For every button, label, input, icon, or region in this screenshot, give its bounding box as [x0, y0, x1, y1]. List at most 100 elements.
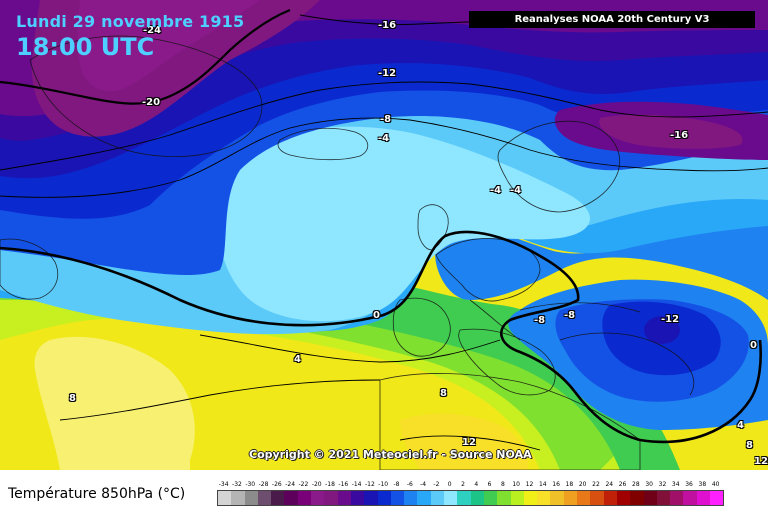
- contour-label: 8: [746, 440, 753, 451]
- scale-swatch: [630, 491, 644, 505]
- contour-label: -4: [378, 133, 390, 144]
- scale-tick-label: 18: [565, 481, 574, 488]
- scale-swatch: [218, 491, 232, 505]
- scale-swatch: [483, 491, 498, 505]
- scale-swatch: [537, 491, 551, 505]
- scale-tick-label: -2: [433, 481, 440, 488]
- scale-tick-label: 34: [671, 481, 680, 488]
- contour-label: 8: [69, 393, 76, 404]
- scale-swatch: [257, 491, 272, 505]
- scale-tick-label: 28: [632, 481, 640, 488]
- scale-swatch: [497, 491, 511, 505]
- sahara-warm-pocket: [400, 413, 529, 470]
- temperature-map: -24 -20 -16 -12 -8 -4 -16 -4 -4 0 4 8 8 …: [0, 0, 768, 470]
- scale-tick-label: -32: [232, 481, 242, 488]
- scale-swatch: [643, 491, 657, 505]
- scale-ticks: -34 -32 -30 -28 -26 -24 -22 -20 -18 -16 -14 -12 -10-…: [217, 480, 724, 490]
- band-0-pool: [216, 126, 590, 322]
- scale-tick-label: -6: [406, 481, 413, 488]
- scale-tick-label: 36: [685, 481, 693, 488]
- scale-tick-label: 4: [474, 481, 479, 488]
- contour-label: 12: [462, 437, 476, 448]
- scale-swatch: [696, 491, 710, 505]
- scale-tick-label: 10: [512, 481, 520, 488]
- scale-tick-label: -16: [338, 481, 349, 488]
- scale-swatch: [311, 491, 325, 505]
- isotherm-0: [0, 230, 762, 444]
- scale-tick-label: 0: [447, 481, 452, 488]
- scale-swatch: [404, 491, 418, 505]
- scale-tick-label: 26: [618, 481, 627, 488]
- scale-swatch: [709, 491, 724, 505]
- isotherm-neg20: [0, 8, 291, 105]
- color-scale: -34 -32 -30 -28 -26 -24 -22 -20 -18 -16 -14 -12 -10-…: [217, 480, 725, 510]
- scale-swatch: [577, 491, 591, 505]
- scale-tick-label: -22: [298, 481, 309, 488]
- legend-title: Température 850hPa (°C): [8, 486, 186, 502]
- contour-label: -12: [378, 68, 397, 79]
- scale-swatch: [417, 491, 431, 505]
- scale-swatch: [470, 491, 484, 505]
- contour-label: -4: [490, 185, 502, 196]
- scale-swatch: [390, 491, 405, 505]
- scale-swatch: [683, 491, 697, 505]
- scale-swatch: [457, 491, 471, 505]
- scale-tick-label: -14: [351, 481, 362, 488]
- scale-swatch: [430, 491, 445, 505]
- scale-swatch: [550, 491, 564, 505]
- scale-swatch: [244, 491, 258, 505]
- scale-tick-label: 6: [487, 481, 492, 488]
- scale-tick-label: -12: [365, 481, 375, 488]
- scale-swatch: [324, 491, 338, 505]
- scale-swatch: [337, 491, 351, 505]
- scale-tick-label: 20: [578, 481, 587, 488]
- scale-tick-label: 38: [698, 481, 707, 488]
- contour-label: -12: [661, 314, 680, 325]
- scale-tick-label: -24: [285, 481, 296, 488]
- scale-swatch: [523, 491, 538, 505]
- contour-label: -24: [143, 25, 162, 36]
- contour-label: 4: [737, 420, 744, 431]
- scale-tick-label: -10: [378, 481, 389, 488]
- contour-label: -20: [142, 97, 161, 108]
- contour-label: -8: [564, 310, 576, 321]
- scale-tick-label: 14: [538, 481, 547, 488]
- scale-swatch: [670, 491, 684, 505]
- scale-tick-label: 30: [645, 481, 653, 488]
- scale-swatch: [616, 491, 631, 505]
- map-svg: [0, 0, 768, 470]
- scandinavia-cold-core: [599, 114, 743, 149]
- time-title: 18:00 UTC: [16, 33, 155, 61]
- scale-swatch: [510, 491, 524, 505]
- scale-tick-label: 32: [658, 481, 667, 488]
- contour-label: 12: [754, 456, 768, 467]
- date-title: Lundi 29 novembre 1915: [16, 12, 245, 31]
- contour-label: -16: [378, 20, 397, 31]
- contour-label: -8: [380, 114, 392, 125]
- scale-tick-label: -30: [245, 481, 256, 488]
- scale-swatch: [271, 491, 285, 505]
- scale-swatch: [364, 491, 378, 505]
- scale-tick-label: -20: [311, 481, 322, 488]
- scale-swatches: [217, 490, 725, 506]
- scale-tick-label: -4: [420, 481, 427, 488]
- scale-swatch: [284, 491, 298, 505]
- scale-tick-label: 40: [711, 481, 720, 488]
- scale-tick-label: -34: [218, 481, 229, 488]
- scale-tick-label: 12: [525, 481, 534, 488]
- scale-swatch: [590, 491, 604, 505]
- scale-tick-label: -28: [258, 481, 269, 488]
- east-europe-cold-min: [644, 316, 680, 344]
- scale-swatch: [350, 491, 365, 505]
- atlantic-warm-pocket: [34, 336, 195, 470]
- scale-tick-label: 8: [500, 481, 505, 488]
- copyright-text: Copyright © 2021 Meteociel.fr - Source N…: [249, 448, 532, 461]
- scale-swatch: [444, 491, 458, 505]
- scale-swatch: [297, 491, 312, 505]
- greenland-cold-core: [77, 0, 260, 92]
- scale-tick-label: 2: [461, 481, 465, 488]
- scale-swatch: [563, 491, 578, 505]
- scale-tick-label: -26: [271, 481, 282, 488]
- contour-label: -16: [670, 130, 689, 141]
